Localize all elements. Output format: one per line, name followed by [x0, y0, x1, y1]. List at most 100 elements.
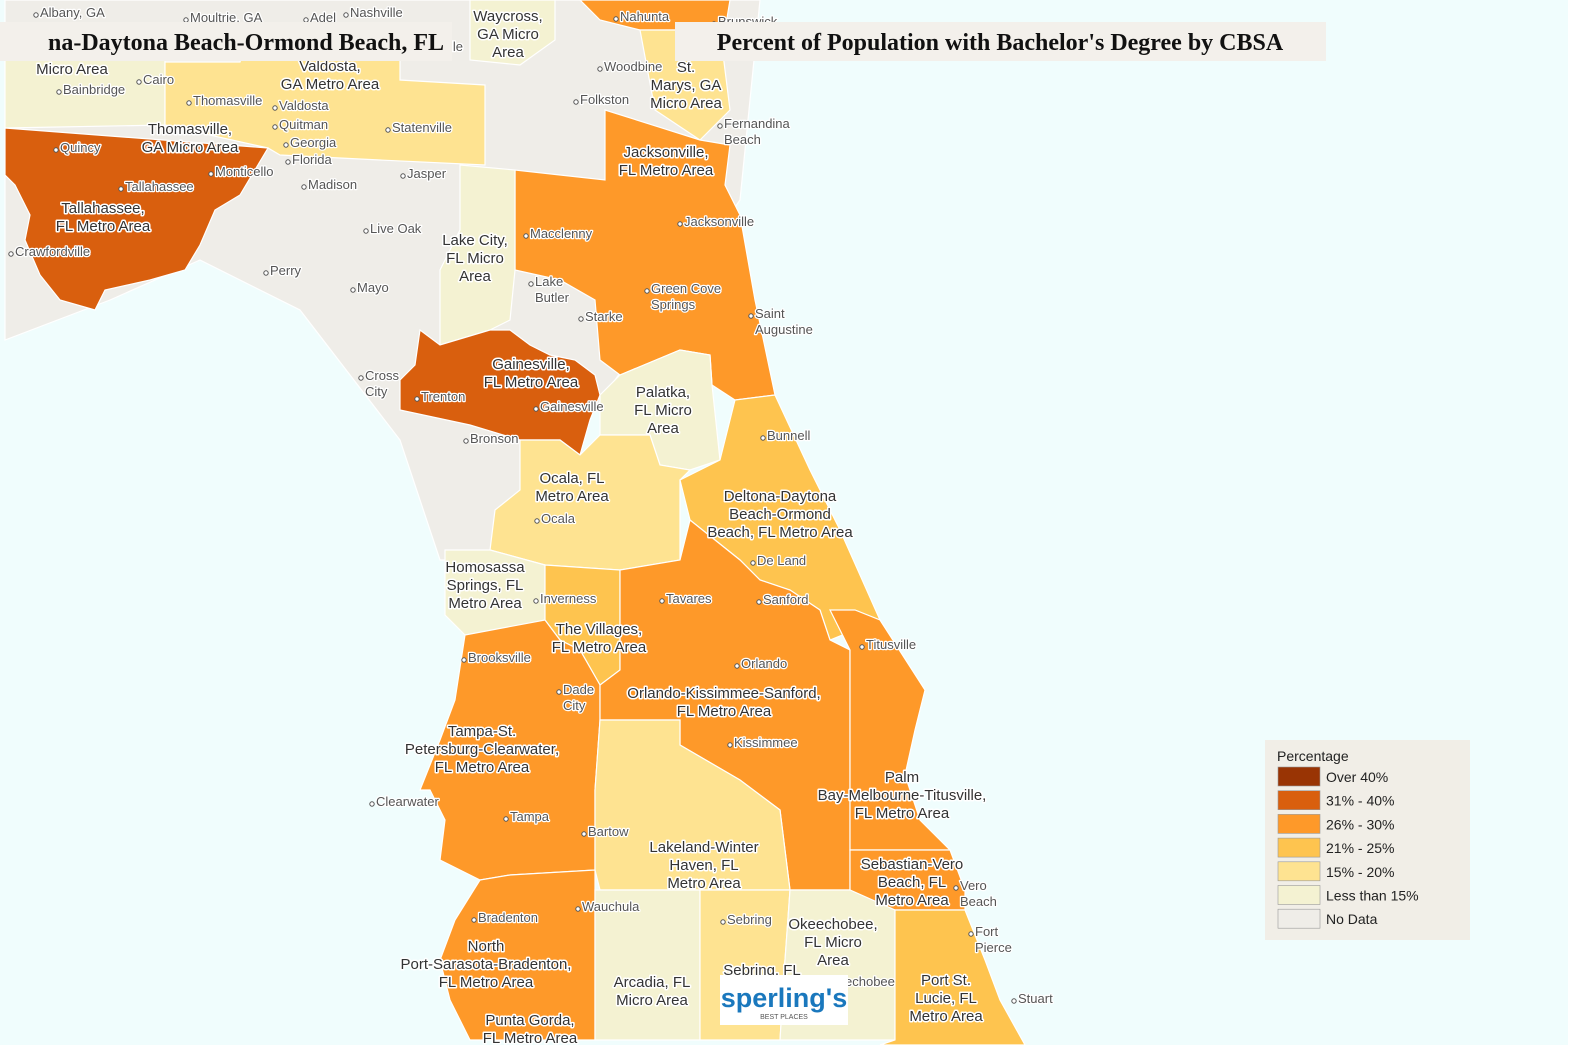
area: [829, 609, 952, 851]
legend-swatch: [1277, 790, 1321, 811]
city-label: Bainbridge: [63, 82, 125, 97]
region-label: Bay-Melbourne-Titusville,: [818, 787, 987, 804]
city-dot: [369, 801, 375, 807]
region-label: Micro Area: [650, 95, 722, 112]
legend-label: 31% - 40%: [1326, 793, 1394, 809]
legend-swatch: [1277, 908, 1321, 929]
city-label: Perry: [270, 263, 302, 278]
city-dot: [183, 17, 189, 23]
area: [439, 869, 596, 1041]
city-dot: [414, 396, 420, 402]
city-dot: [400, 173, 406, 179]
legend-title: Percentage: [1277, 748, 1349, 764]
region-label: Petersburg-Clearwater,: [405, 741, 559, 758]
city-dot: [136, 79, 142, 85]
region-label: FL Metro Area: [56, 218, 151, 235]
city-label: Georgia: [290, 135, 337, 150]
legend-swatch: [1277, 837, 1321, 858]
city-label: Woodbine: [604, 59, 662, 74]
city-label: Brooksville: [468, 650, 531, 665]
region-label: Area: [459, 268, 491, 285]
city-dot: [33, 12, 39, 18]
city-label: Lake: [535, 274, 563, 289]
city-label: Vero: [960, 878, 987, 893]
region-label: Punta Gorda,: [485, 1012, 574, 1029]
city-label: Dade: [563, 682, 594, 697]
region-label: Metro Area: [909, 1008, 983, 1025]
region-label: Tampa-St.: [448, 723, 516, 740]
region-label: FL Metro Area: [677, 703, 772, 720]
legend-label: 26% - 30%: [1326, 816, 1394, 832]
city-dot: [186, 100, 192, 106]
legend-label: Over 40%: [1326, 769, 1388, 785]
region-label: Ocala, FL: [539, 470, 604, 487]
city-dot: [720, 919, 726, 925]
city-dot: [385, 127, 391, 133]
city-dot: [968, 931, 974, 937]
city-dot: [208, 171, 214, 177]
region-label: Springs, FL: [447, 577, 524, 594]
city-label: Butler: [535, 290, 570, 305]
city-dot: [350, 287, 356, 293]
area: [4, 127, 270, 311]
region-label: Metro Area: [667, 875, 741, 892]
legend-label: No Data: [1326, 911, 1378, 927]
region-label: The Villages,: [556, 621, 642, 638]
city-label: Bartow: [588, 824, 629, 839]
city-label: Monticello: [215, 164, 274, 179]
city-label: City: [563, 698, 586, 713]
city-label: Quitman: [279, 117, 328, 132]
region-label: Area: [647, 420, 679, 437]
region-label: Beach, FL: [878, 874, 946, 891]
area: [879, 909, 1027, 1046]
region-label: Homosassa: [445, 559, 525, 576]
city-dot: [358, 375, 364, 381]
city-dot: [717, 123, 723, 129]
area: [399, 328, 601, 457]
city-label: Nashville: [350, 5, 403, 20]
region-label: FL Metro Area: [435, 759, 530, 776]
city-label: Jasper: [407, 166, 447, 181]
region-label: FL Micro: [634, 402, 692, 419]
city-label: Tavares: [666, 591, 712, 606]
region-label: GA Metro Area: [281, 76, 380, 93]
region-label: Haven, FL: [669, 857, 738, 874]
region-label: Waycross,: [473, 8, 542, 25]
city-dot: [283, 142, 289, 148]
city-label: Augustine: [755, 322, 813, 337]
city-label: echobee: [845, 974, 895, 989]
city-label: Inverness: [540, 591, 597, 606]
region-label: North: [468, 938, 505, 955]
city-dot: [760, 435, 766, 441]
city-dot: [573, 99, 579, 105]
city-dot: [597, 66, 603, 72]
city-label: Sebring: [727, 912, 772, 927]
city-label: Madison: [308, 177, 357, 192]
city-label: Tampa: [510, 809, 550, 824]
city-label: Beach: [724, 132, 761, 147]
city-dot: [734, 663, 740, 669]
region-label: Sebastian-Vero: [861, 856, 964, 873]
city-label: Beach: [960, 894, 997, 909]
city-dot: [748, 313, 754, 319]
city-label: Springs: [651, 297, 696, 312]
city-dot: [533, 598, 539, 604]
region-label: Area: [492, 44, 524, 61]
city-label: Ocala: [541, 511, 576, 526]
region-label: FL Metro Area: [619, 162, 714, 179]
region-label: Port-Sarasota-Bradenton,: [401, 956, 572, 973]
legend-label: Less than 15%: [1326, 888, 1419, 904]
logo-name: sperling's: [721, 983, 847, 1013]
logo-tagline: BEST PLACES: [760, 1014, 808, 1021]
city-label: lle: [450, 39, 463, 54]
region-label: FL Metro Area: [552, 639, 647, 656]
legend-swatch: [1277, 814, 1321, 834]
city-dot: [343, 12, 349, 18]
region-label: Orlando-Kissimmee-Sanford,: [627, 685, 820, 702]
region-label: Port St.: [921, 972, 971, 989]
city-label: Cairo: [143, 72, 174, 87]
region-label: St.: [677, 59, 695, 76]
city-label: Macclenny: [530, 226, 593, 241]
city-dot: [285, 159, 291, 165]
